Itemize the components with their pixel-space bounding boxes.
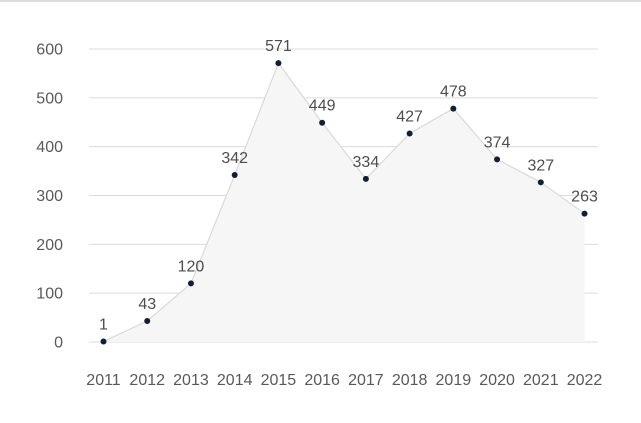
x-tick-label: 2012 xyxy=(129,372,165,389)
data-point xyxy=(494,156,501,163)
data-point xyxy=(362,175,369,182)
data-label: 571 xyxy=(265,38,292,55)
data-label: 449 xyxy=(309,98,336,115)
data-point xyxy=(450,105,457,112)
data-point xyxy=(581,210,588,217)
x-tick-label: 2014 xyxy=(217,372,253,389)
data-label: 427 xyxy=(396,108,423,125)
y-tick-label: 500 xyxy=(36,90,63,107)
x-tick-label: 2018 xyxy=(392,372,428,389)
data-point xyxy=(100,338,107,345)
area-fill xyxy=(103,63,585,342)
data-point xyxy=(187,280,194,287)
y-tick-label: 100 xyxy=(36,286,63,303)
y-tick-label: 200 xyxy=(36,237,63,254)
x-tick-label: 2022 xyxy=(567,372,603,389)
data-point xyxy=(537,179,544,186)
window-top-border xyxy=(0,0,641,2)
x-tick-label: 2017 xyxy=(348,372,384,389)
data-label: 327 xyxy=(527,157,554,174)
x-tick-label: 2013 xyxy=(173,372,209,389)
line-path xyxy=(103,62,585,343)
data-label: 374 xyxy=(484,134,511,151)
data-point xyxy=(231,171,238,178)
y-tick-label: 0 xyxy=(54,335,63,352)
data-label: 334 xyxy=(353,154,380,171)
data-label: 120 xyxy=(178,258,205,275)
x-tick-label: 2021 xyxy=(523,372,559,389)
x-tick-label: 2020 xyxy=(479,372,515,389)
data-label: 478 xyxy=(440,84,467,101)
data-point xyxy=(319,119,326,126)
data-label: 43 xyxy=(138,296,156,313)
data-point xyxy=(144,318,151,325)
data-label: 342 xyxy=(221,150,248,167)
data-point xyxy=(275,60,282,67)
y-tick-label: 300 xyxy=(36,188,63,205)
data-label: 1 xyxy=(99,317,108,334)
data-point xyxy=(406,130,413,137)
x-tick-label: 2016 xyxy=(304,372,340,389)
x-tick-label: 2011 xyxy=(86,372,121,389)
y-tick-label: 600 xyxy=(36,42,63,59)
y-tick-label: 400 xyxy=(36,139,63,156)
x-tick-label: 2019 xyxy=(436,372,472,389)
data-label: 263 xyxy=(571,189,598,206)
x-tick-label: 2015 xyxy=(261,372,297,389)
